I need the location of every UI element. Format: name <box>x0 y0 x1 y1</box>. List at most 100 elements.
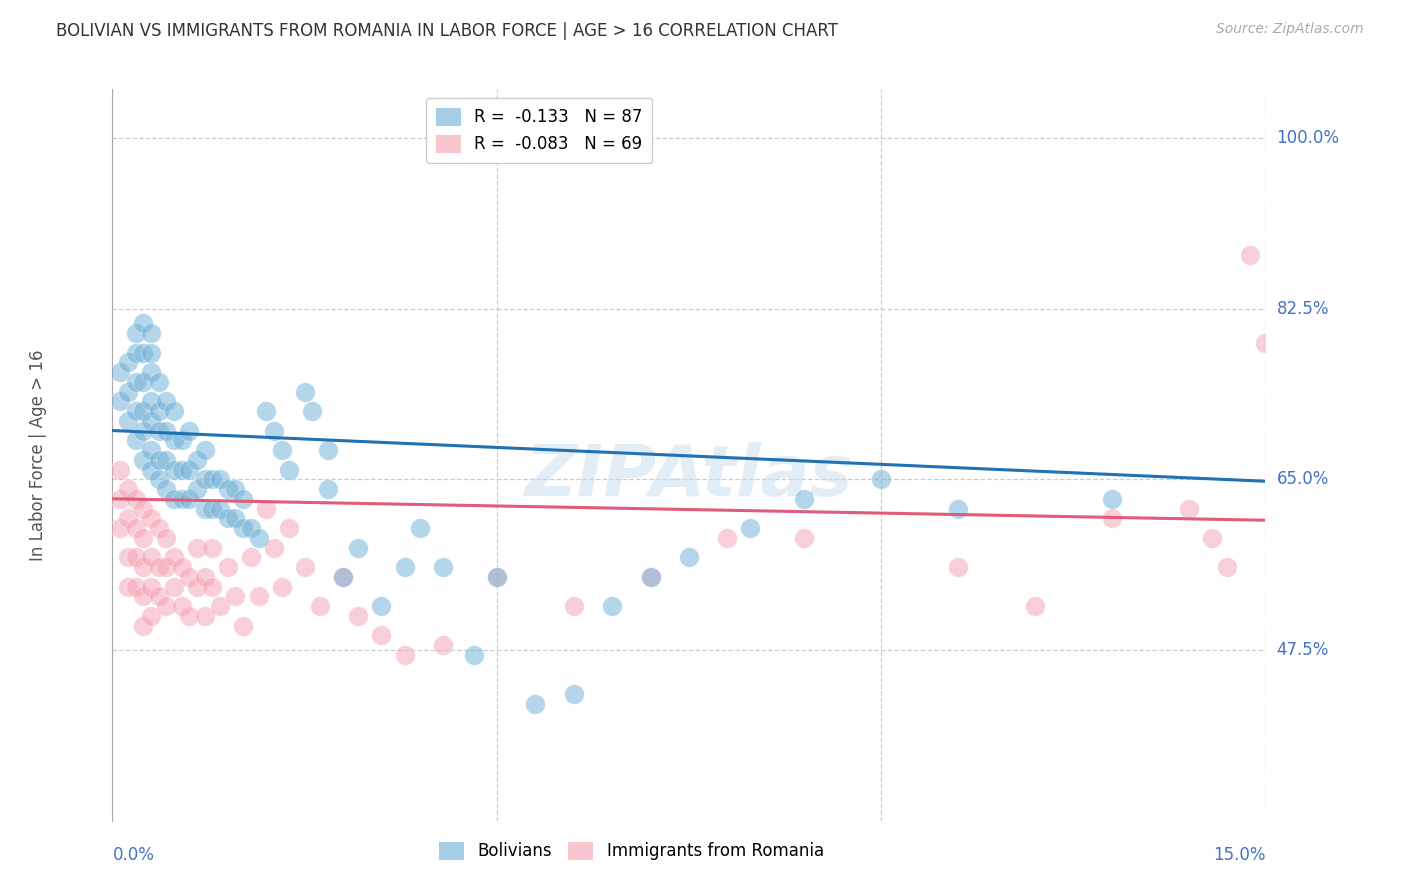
Point <box>217 511 239 525</box>
Point <box>1024 599 1046 613</box>
Point <box>117 355 139 369</box>
Point <box>201 472 224 486</box>
Point <box>108 462 131 476</box>
Point <box>139 365 162 379</box>
Point <box>278 462 301 476</box>
Point <box>117 511 139 525</box>
Point <box>217 560 239 574</box>
Point <box>124 550 146 565</box>
Point <box>224 590 246 604</box>
Point <box>108 394 131 409</box>
Point <box>148 452 170 467</box>
Point <box>485 570 508 584</box>
Point <box>148 424 170 438</box>
Point <box>463 648 485 662</box>
Point <box>224 511 246 525</box>
Point <box>124 491 146 506</box>
Point <box>370 628 392 642</box>
Point <box>270 580 292 594</box>
Text: 65.0%: 65.0% <box>1277 470 1329 488</box>
Point <box>1254 335 1277 350</box>
Point <box>148 560 170 574</box>
Text: BOLIVIAN VS IMMIGRANTS FROM ROMANIA IN LABOR FORCE | AGE > 16 CORRELATION CHART: BOLIVIAN VS IMMIGRANTS FROM ROMANIA IN L… <box>56 22 838 40</box>
Point <box>124 434 146 448</box>
Point <box>148 521 170 535</box>
Point <box>117 580 139 594</box>
Point <box>186 541 208 555</box>
Point <box>124 580 146 594</box>
Point <box>124 404 146 418</box>
Point <box>946 560 969 574</box>
Point <box>409 521 432 535</box>
Point <box>485 570 508 584</box>
Point <box>148 375 170 389</box>
Point <box>793 491 815 506</box>
Point <box>132 560 155 574</box>
Point <box>179 491 201 506</box>
Point <box>394 560 416 574</box>
Point <box>139 511 162 525</box>
Point <box>347 541 370 555</box>
Point <box>124 345 146 359</box>
Point <box>1201 531 1223 545</box>
Point <box>163 404 186 418</box>
Point <box>117 384 139 399</box>
Point <box>163 462 186 476</box>
Point <box>254 501 277 516</box>
Point <box>194 472 217 486</box>
Point <box>186 482 208 496</box>
Point <box>132 375 155 389</box>
Point <box>562 599 585 613</box>
Point <box>562 687 585 701</box>
Point <box>139 345 162 359</box>
Point <box>201 541 224 555</box>
Text: 0.0%: 0.0% <box>112 846 155 863</box>
Point <box>232 521 254 535</box>
Point <box>270 443 292 458</box>
Point <box>139 580 162 594</box>
Point <box>148 472 170 486</box>
Point <box>132 404 155 418</box>
Point <box>1216 560 1239 574</box>
Point <box>247 531 270 545</box>
Point <box>148 590 170 604</box>
Point <box>155 452 177 467</box>
Point <box>163 550 186 565</box>
Point <box>294 384 316 399</box>
Point <box>155 560 177 574</box>
Point <box>124 326 146 340</box>
Point <box>194 570 217 584</box>
Point <box>117 550 139 565</box>
Point <box>309 599 332 613</box>
Point <box>132 452 155 467</box>
Point <box>163 434 186 448</box>
Point <box>194 608 217 623</box>
Point <box>132 316 155 330</box>
Point <box>524 697 547 711</box>
Point <box>232 618 254 632</box>
Point <box>370 599 392 613</box>
Point <box>132 590 155 604</box>
Legend: Bolivians, Immigrants from Romania: Bolivians, Immigrants from Romania <box>432 835 831 867</box>
Point <box>155 531 177 545</box>
Point <box>132 501 155 516</box>
Point <box>179 570 201 584</box>
Point <box>170 434 193 448</box>
Point <box>209 599 232 613</box>
Point <box>186 452 208 467</box>
Text: 82.5%: 82.5% <box>1277 300 1329 318</box>
Point <box>254 404 277 418</box>
Point <box>209 501 232 516</box>
Point <box>432 560 454 574</box>
Point <box>347 608 370 623</box>
Point <box>194 501 217 516</box>
Point <box>1101 511 1123 525</box>
Point <box>1101 491 1123 506</box>
Point <box>170 560 193 574</box>
Point <box>716 531 738 545</box>
Point <box>179 462 201 476</box>
Point <box>132 345 155 359</box>
Point <box>139 326 162 340</box>
Point <box>247 590 270 604</box>
Point <box>139 608 162 623</box>
